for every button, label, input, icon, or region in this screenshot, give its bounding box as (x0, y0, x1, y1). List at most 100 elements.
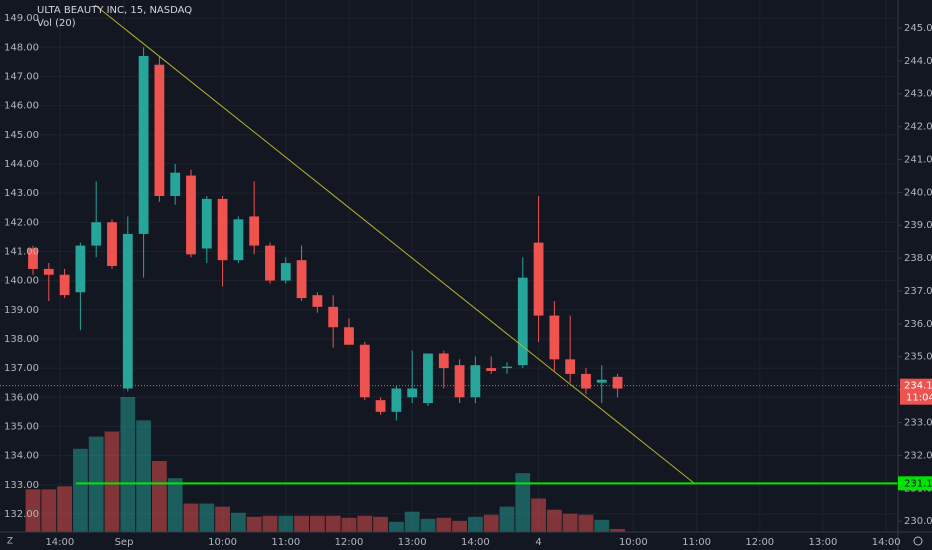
level-label-bg (898, 476, 932, 491)
x-tick-label: Sep (115, 537, 134, 548)
volume-bar (357, 515, 373, 532)
candle-body (249, 216, 260, 246)
y-tick-label: 138.00 (4, 334, 39, 345)
volume-bar (420, 518, 436, 532)
x-tick-label: 10:00 (208, 537, 237, 548)
y-tick-label: 145.00 (4, 130, 39, 141)
volume-bar (388, 521, 404, 532)
y-tick-label: 148.00 (4, 42, 39, 53)
volume-bar (594, 519, 610, 532)
x-tick-label: 13:00 (398, 537, 427, 548)
y2-tick-label: 241.00 (904, 154, 932, 165)
candle-body (201, 198, 212, 249)
candle-body (359, 344, 370, 398)
volume-bar (404, 511, 420, 532)
y2-tick-label: 232.00 (904, 450, 932, 461)
y2-tick-label: 236.00 (904, 319, 932, 330)
candle-body (423, 353, 433, 404)
candle-body (596, 379, 607, 383)
candle-body (296, 260, 307, 299)
x-tick-label: 13:00 (809, 537, 838, 548)
candle-body (312, 295, 323, 307)
x-tick-label: 12:00 (335, 537, 364, 548)
candle-body (344, 327, 354, 345)
x-tick-label: 11:00 (271, 537, 300, 548)
candle-body (407, 388, 418, 398)
candle-body (612, 376, 623, 389)
y-tick-label: 139.00 (4, 305, 39, 316)
volume-bar (183, 503, 199, 532)
grid (0, 0, 898, 532)
x-tick-label: 12:00 (745, 537, 774, 548)
candle-body (328, 306, 339, 328)
volume-bar (499, 506, 515, 532)
overlays (0, 4, 898, 485)
volume-bar (531, 498, 546, 532)
y2-tick-label: 244.00 (904, 56, 932, 67)
volume-bar (515, 473, 531, 532)
candle-body (486, 368, 497, 371)
y2-tick-label: 245.00 (904, 23, 932, 34)
candle-body (265, 245, 275, 281)
candle-body (186, 175, 196, 255)
candle-body (502, 366, 512, 369)
y2-tick-label: 239.00 (904, 220, 932, 231)
candle-body (217, 198, 228, 261)
y-tick-label: 134.00 (4, 451, 39, 462)
y-tick-label: 132.00 (4, 509, 39, 520)
candle-body (233, 219, 244, 261)
volume-bar (41, 489, 57, 532)
zoom-icon[interactable]: Z (7, 537, 13, 547)
volume-bar (373, 516, 388, 532)
volume-bar (104, 431, 120, 532)
volume-bar (167, 478, 183, 532)
candle-body (122, 233, 133, 389)
x-tick-label: 4 (535, 537, 541, 548)
candle-body (391, 388, 402, 412)
candle-body (28, 248, 38, 269)
volume-bar (25, 489, 41, 532)
volume-bar (57, 486, 72, 532)
y-tick-label: 135.00 (4, 421, 39, 432)
candle-body (107, 222, 117, 266)
volume-bar (246, 516, 262, 532)
x-tick-label: 14:00 (45, 537, 74, 548)
volume-bar (294, 515, 309, 532)
candle-body (581, 373, 591, 389)
level-label: 231.15 (904, 478, 932, 489)
candle-body (138, 56, 149, 234)
volume-bar (325, 515, 341, 532)
y2-tick-label: 230.00 (904, 516, 932, 527)
price-label: 234.12 (904, 381, 932, 392)
y-tick-label: 142.00 (4, 217, 39, 228)
candle-body (43, 268, 54, 275)
y-tick-label: 141.00 (4, 246, 39, 257)
chart-title: ULTA BEAUTY INC, 15, NASDAQ (37, 5, 192, 16)
x-tick-label: 10:00 (619, 537, 648, 548)
x-tick-label: 11:00 (682, 537, 711, 548)
candle-body (470, 365, 481, 398)
candle-body (454, 365, 465, 398)
y2-tick-label: 233.00 (904, 418, 932, 429)
volume-bar (72, 448, 88, 532)
y-tick-label: 140.00 (4, 276, 39, 287)
y-tick-label: 137.00 (4, 363, 39, 374)
y2-tick-label: 237.00 (904, 286, 932, 297)
candle-body (91, 222, 102, 246)
candle-body (280, 263, 291, 281)
y-tick-label: 133.00 (4, 480, 39, 491)
price-label-bg (900, 378, 932, 405)
candle-body (565, 359, 576, 374)
volume-bar (278, 515, 294, 532)
axes: 14:00 Sep 10:00 11:00 12:00 13:00 14:00 4 10:00 1… (4, 13, 932, 548)
volume-bar (341, 517, 357, 532)
y2-tick-label: 235.00 (904, 352, 932, 363)
y2-tick-label: 238.00 (904, 253, 932, 264)
settings-icon[interactable] (913, 536, 923, 546)
candles (28, 47, 623, 421)
y-tick-label: 136.00 (4, 392, 39, 403)
volume-bar (262, 515, 278, 532)
volume-bar (610, 528, 625, 532)
candle-body (154, 64, 165, 196)
